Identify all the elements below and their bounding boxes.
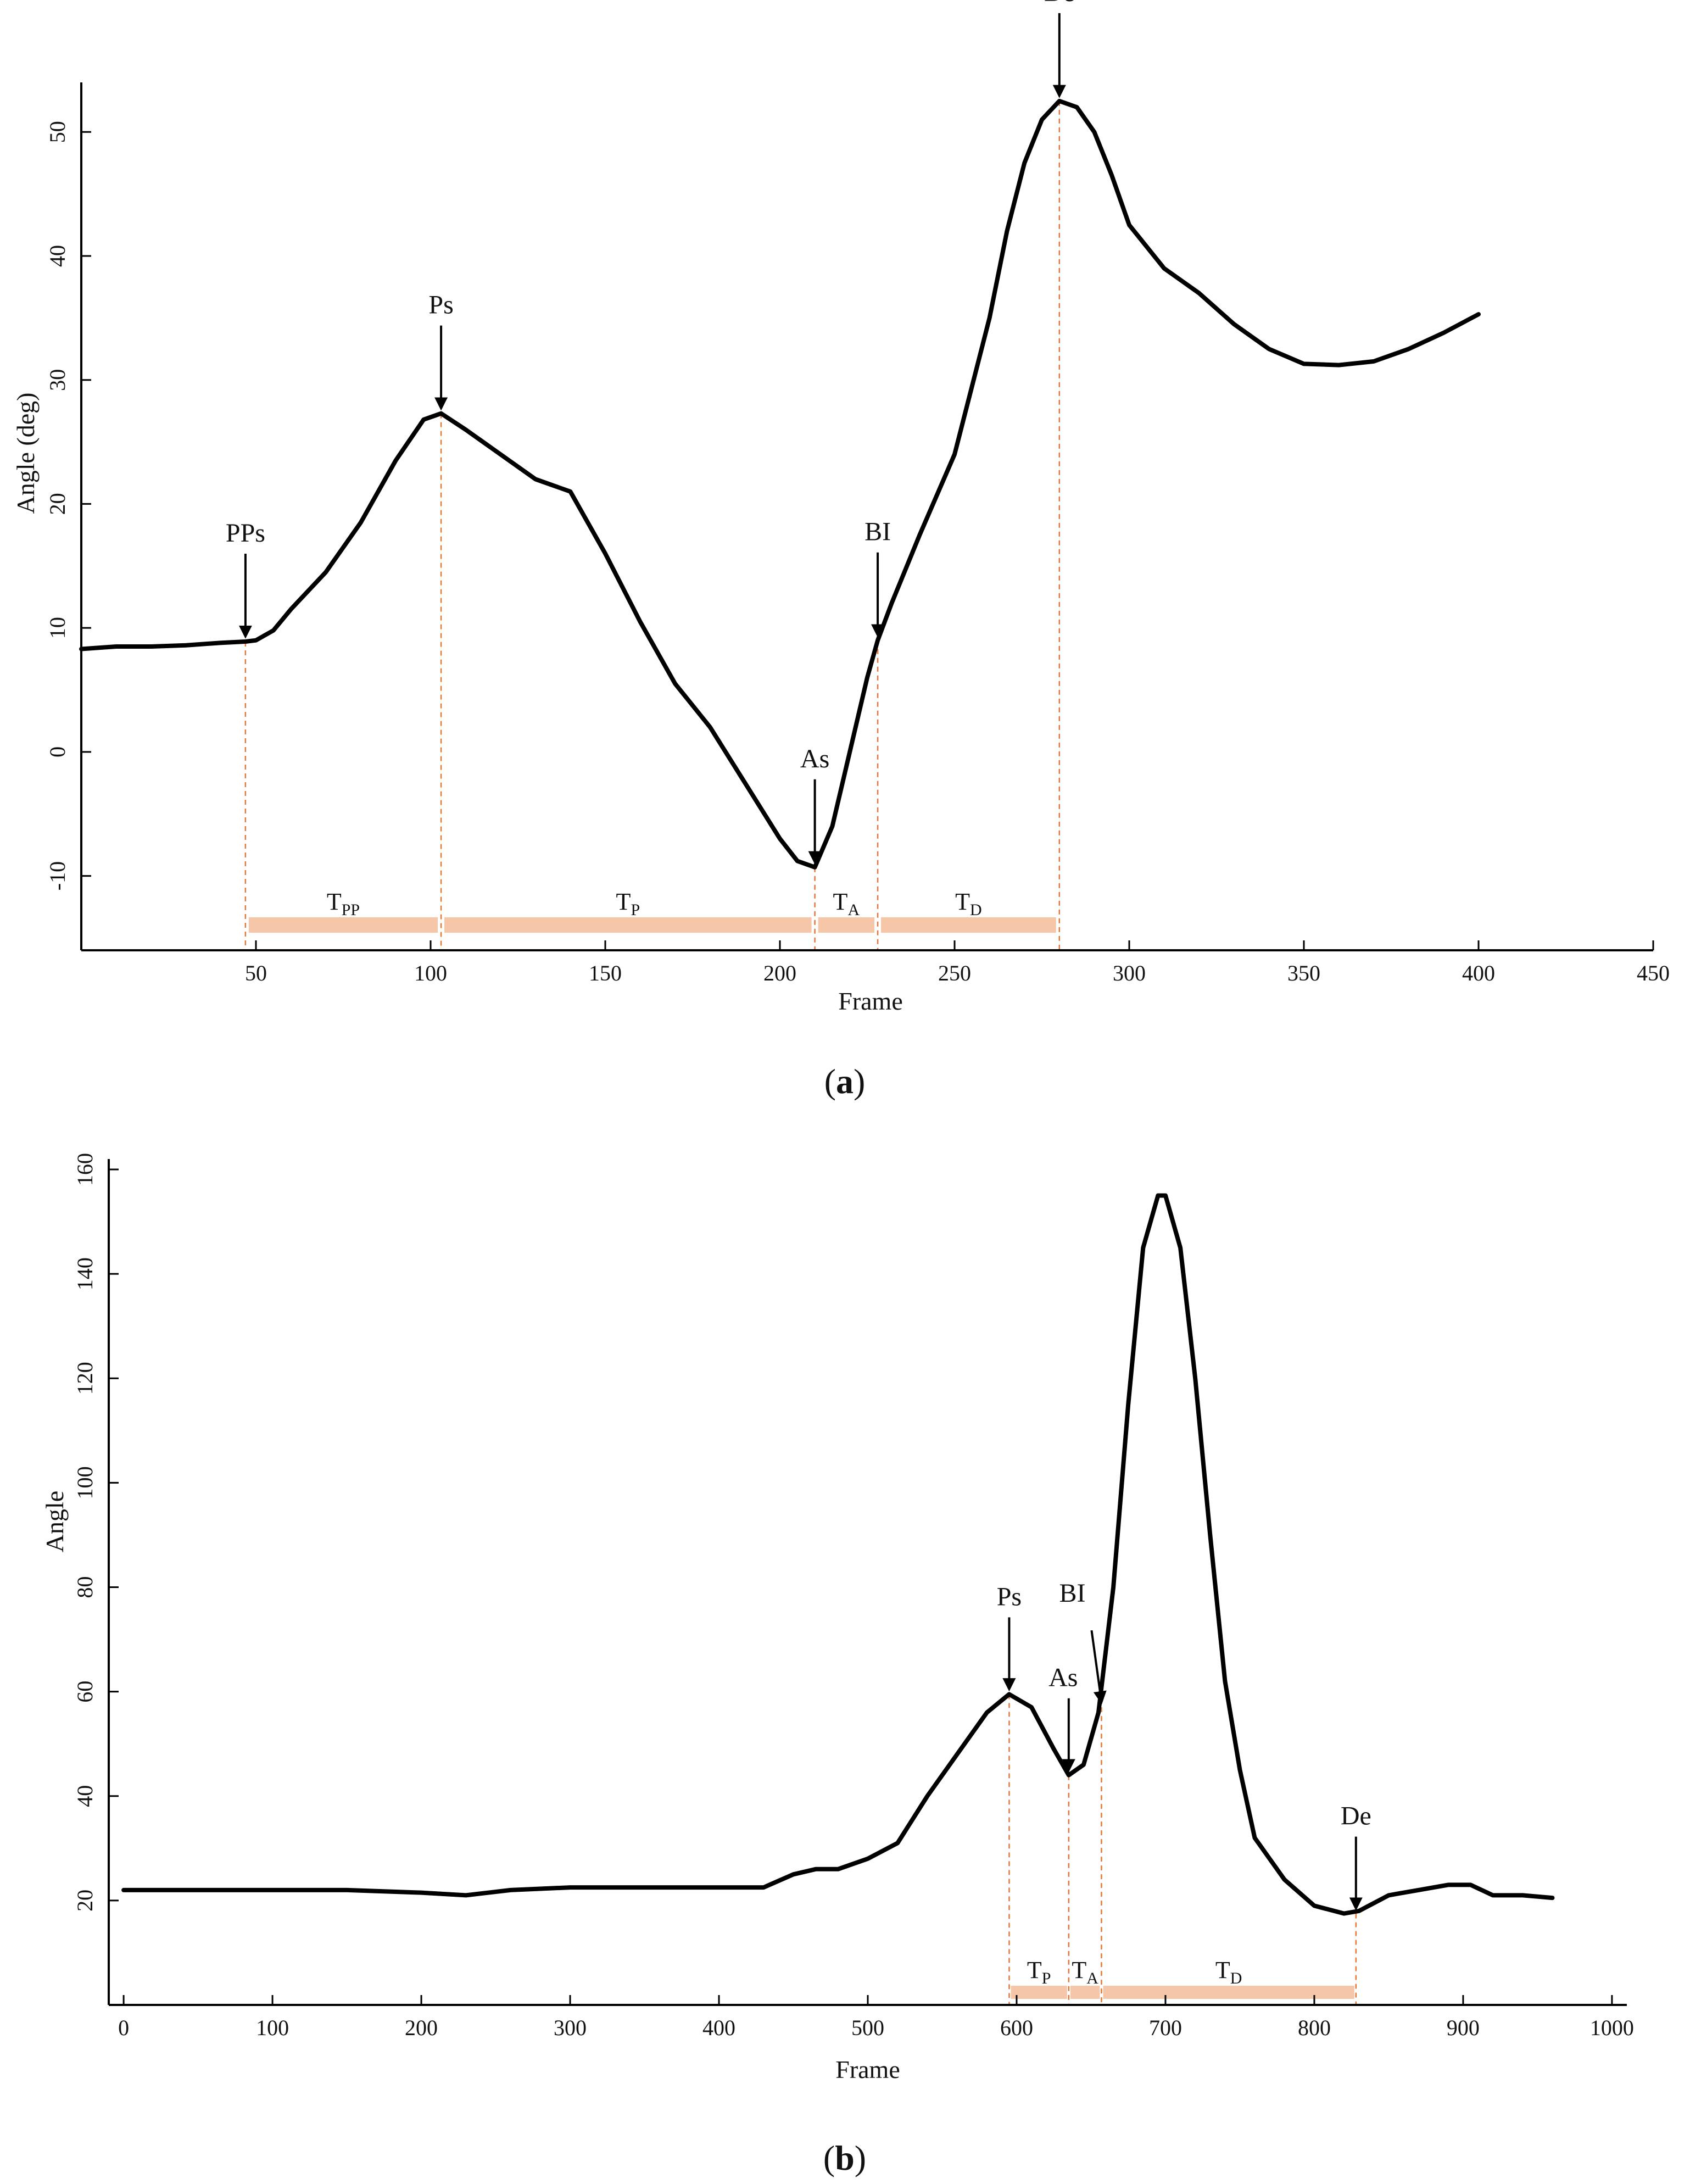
chart-panel-a: TPP TP TA TD 50 100 150 200 250 300 350 400 450-100… [12,0,1670,1101]
x-tick-label: 350 [1287,961,1320,985]
x-tick-label: 200 [763,961,796,985]
phase-label-sub: D [1230,1969,1242,1987]
y-tick-label: 140 [72,1257,97,1290]
x-tick-label: 450 [1637,961,1670,985]
phase-label-main: T [1072,1957,1086,1984]
phase-bar-pp [248,917,438,933]
event-markers-a: PPs Ps As BI De [226,0,1075,865]
event-label-ps: Ps [997,1582,1022,1611]
y-tick-label: 30 [45,369,70,391]
y-tick-label: 10 [45,617,70,639]
phase-label-sub: P [631,901,640,919]
phase-label-main: T [327,888,342,915]
y-tick-label: 60 [72,1681,97,1703]
event-label-de: De [1341,1802,1371,1831]
phase-bar-a [818,917,875,933]
x-tick-label: 250 [938,961,971,985]
phase-label-sub: D [970,901,982,919]
angle-curve-b [121,1193,1555,1916]
x-tick-label: 500 [851,2015,884,2040]
y-tick-label: 100 [72,1466,97,1499]
x-tick-label: 400 [1462,961,1495,985]
phase-label-sub: A [847,901,860,919]
phase-bar-d [1103,1986,1354,1999]
y-tick-label: 40 [72,1785,97,1807]
caption-close-b: ) [855,2138,866,2177]
phase-label-d: TD [1215,1957,1242,1987]
axes-b: 0 100 200 300 400 500 600 700 800 900 1000 20 40 60 80… [72,1153,1634,2040]
x-tick-label: 400 [702,2015,735,2040]
phase-label-main: T [955,888,970,915]
phase-label-a: TA [833,888,860,919]
event-label-as: As [1048,1663,1078,1692]
event-label-de: De [1044,0,1075,7]
y-tick-label: 0 [45,746,70,757]
caption-letter-b: b [835,2138,855,2177]
y-tick-label: 80 [72,1576,97,1598]
event-label-pps: PPs [226,519,265,548]
y-axis-title-a: Angle (deg) [12,393,40,514]
phase-label-a: TA [1072,1957,1098,1987]
event-lines-b [1008,1694,1357,2005]
phase-bar-a [1070,1986,1100,1999]
caption-b: (b) [823,2138,866,2177]
caption-open-a: ( [824,1062,836,1101]
caption-letter-a: a [836,1062,854,1101]
x-tick-label: 600 [1000,2015,1033,2040]
event-label-as: As [800,744,829,773]
event-markers-b: Ps As BI De [997,1579,1371,1911]
x-axis-title-b: Frame [835,2055,900,2083]
angle-curve-a [79,98,1481,870]
x-tick-label: 150 [589,961,622,985]
phase-label-main: T [833,888,848,915]
phase-bar-p [444,917,812,933]
phase-label-p: TP [616,888,640,919]
x-tick-label: 1000 [1590,2015,1634,2040]
phase-bars-a: TPP TP TA TD [248,888,1056,933]
event-label-bi: BI [864,517,891,547]
phase-bar-p [1011,1986,1067,1999]
y-tick-label: 160 [72,1153,97,1186]
caption-a: (a) [824,1062,866,1101]
y-tick-label: 120 [72,1362,97,1395]
y-axis-title-b: Angle [41,1491,69,1552]
x-tick-label: 50 [245,961,267,985]
caption-open-b: ( [823,2138,835,2177]
event-label-ps: Ps [428,291,453,320]
y-tick-label: -10 [45,861,70,890]
event-lines-a [244,101,1061,950]
phase-bar-d [881,917,1056,933]
x-axis-title-a: Frame [838,987,903,1015]
x-tick-label: 800 [1298,2015,1331,2040]
phase-label-sub: A [1086,1969,1098,1987]
x-tick-label: 100 [256,2015,289,2040]
phase-label-sub: P [1042,1969,1051,1987]
x-tick-label: 300 [1113,961,1146,985]
phase-label-pp: TPP [327,888,360,919]
x-tick-label: 200 [405,2015,438,2040]
axes-a: 50 100 150 200 250 300 350 400 450 -10 0 10 20 30 40 50 [45,82,1670,985]
phase-label-main: T [616,888,631,915]
x-tick-label: 700 [1149,2015,1182,2040]
y-tick-label: 40 [45,245,70,267]
phase-bars-b: TP TA TD [1011,1957,1354,1999]
event-label-bi: BI [1059,1579,1085,1608]
y-tick-label: 20 [45,493,70,515]
phase-label-p: TP [1027,1957,1051,1987]
x-tick-label: 900 [1447,2015,1480,2040]
x-tick-label: 300 [554,2015,587,2040]
phase-label-main: T [1215,1957,1230,1984]
x-tick-label: 0 [118,2015,129,2040]
chart-panel-b: TP TA TD 0 100 200 300 400 500 600 700 800 900 10002… [41,1153,1634,2177]
y-tick-label: 50 [45,121,70,143]
x-tick-label: 100 [414,961,447,985]
event-arrow-bi [1090,1630,1107,1704]
phase-label-d: TD [955,888,982,919]
phase-label-main: T [1027,1957,1042,1984]
y-tick-label: 20 [72,1890,97,1912]
phase-label-sub: PP [342,901,360,919]
caption-close-a: ) [854,1062,865,1101]
